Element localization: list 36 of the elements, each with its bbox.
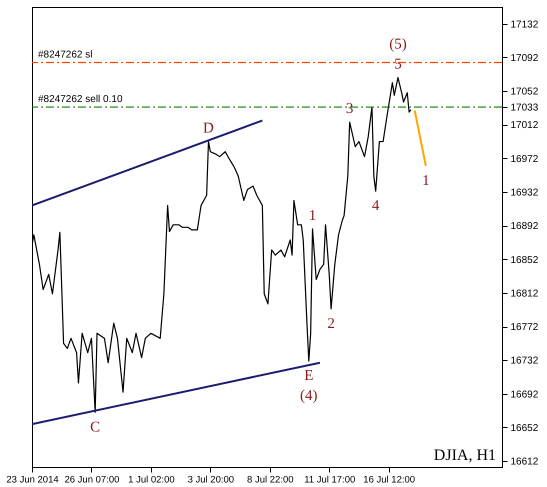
annotation: (4) [300,388,318,404]
annotation: DJIA, H1 [434,447,496,464]
y-tick-label: 16772 [510,322,539,334]
y-tick-label: 17012 [510,120,539,132]
ref-line-label: #8247262 sell 0.10 [38,94,123,106]
x-tick-label: 8 Jul 22:00 [247,474,294,486]
annotation: C [90,419,100,436]
y-tick-label: 16932 [510,188,539,199]
x-tick-label: 11 Jul 17:00 [304,474,356,486]
annotation: 1 [308,208,316,224]
y-tick-label: 17052 [510,86,539,98]
annotation: (5) [389,36,407,53]
y-tick-label: 17092 [510,52,539,64]
x-tick-label: 23 Jun 2014 [6,474,59,486]
annotation: 5 [394,56,402,73]
y-tick-label: 17132 [510,19,539,30]
y-tick-label: 16692 [510,389,539,400]
y-tick-label: 16812 [510,288,539,300]
y-tick-label: 16972 [510,154,539,165]
ref-line-label: #8247262 sl [38,50,92,61]
annotation: 1 [422,172,430,189]
y-tick-label: 16892 [510,221,539,232]
y-tick-label: 17033 [510,102,539,114]
annotation: 3 [346,101,354,118]
x-tick-label: 1 Jul 02:00 [128,474,175,486]
annotation: D [203,120,214,137]
annotation: 4 [372,198,380,214]
x-tick-label: 3 Jul 20:00 [188,474,234,486]
x-tick-label: 16 Jul 12:00 [363,474,416,486]
y-tick-label: 16652 [510,422,539,434]
y-tick-label: 16612 [510,456,539,468]
y-tick-label: 16852 [510,254,539,266]
annotation: 2 [327,316,335,332]
x-tick-label: 26 Jun 07:00 [64,474,120,486]
annotation: E [304,368,314,384]
y-tick-label: 16732 [510,356,539,367]
